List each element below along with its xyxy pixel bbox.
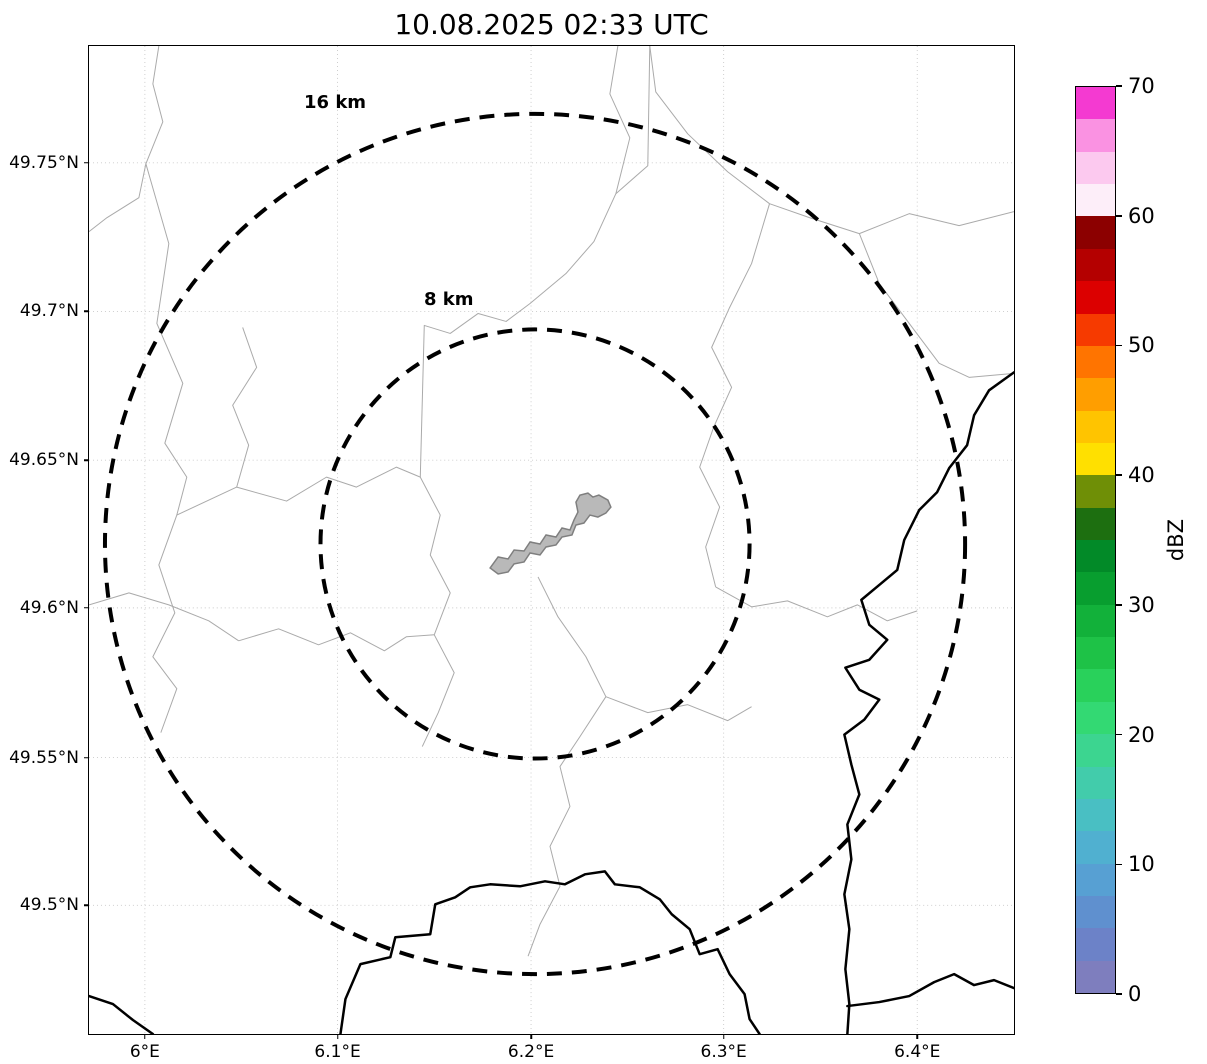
x-tick-label: 6°E bbox=[129, 1042, 160, 1062]
colorbar-tick-label: 40 bbox=[1128, 463, 1155, 488]
colorbar-segment bbox=[1076, 669, 1115, 702]
border-southeast bbox=[846, 972, 1014, 1008]
colorbar-tick: 70 bbox=[1116, 74, 1155, 98]
x-tick-mark bbox=[916, 1034, 918, 1039]
range-ring-8km bbox=[318, 327, 752, 761]
border-east bbox=[843, 371, 1014, 1034]
border-south bbox=[339, 870, 761, 1034]
colorbar-tick-mark bbox=[1116, 85, 1122, 87]
colorbar-tick: 50 bbox=[1116, 333, 1155, 357]
x-tick-mark bbox=[336, 1034, 339, 1039]
x-tick-mark bbox=[530, 1034, 532, 1039]
colorbar-ticks: 0 10 20 30 40 50 60 70 bbox=[1116, 74, 1196, 1006]
colorbar-tick-label: 20 bbox=[1128, 722, 1155, 747]
range-ring-label-8km: 8 km bbox=[424, 289, 474, 310]
colorbar-segment bbox=[1076, 863, 1115, 896]
colorbar-segment bbox=[1076, 637, 1115, 670]
x-tick-label: 6.4°E bbox=[894, 1042, 941, 1062]
colorbar-tick-mark bbox=[1116, 604, 1122, 606]
colorbar-segment bbox=[1076, 895, 1115, 929]
colorbar-segment bbox=[1076, 313, 1115, 346]
y-tick-label: 49.7°N bbox=[19, 301, 79, 322]
colorbar-segment bbox=[1076, 442, 1115, 476]
y-tick-label: 49.6°N bbox=[19, 597, 79, 618]
colorbar-tick: 30 bbox=[1116, 593, 1155, 617]
colorbar-segment bbox=[1076, 151, 1115, 185]
colorbar-tick-label: 50 bbox=[1128, 333, 1155, 358]
x-tick-label: 6.1°E bbox=[314, 1042, 361, 1062]
colorbar-segment bbox=[1076, 798, 1115, 832]
colorbar-segment bbox=[1076, 540, 1115, 573]
colorbar-tick: 40 bbox=[1116, 463, 1155, 487]
colorbar-segment bbox=[1076, 507, 1115, 541]
border-southwest bbox=[89, 994, 155, 1034]
range-ring-16km bbox=[102, 111, 968, 977]
range-rings bbox=[102, 111, 968, 977]
colorbar-segment bbox=[1076, 410, 1115, 443]
colorbar-segment bbox=[1076, 701, 1115, 735]
colorbar-segment bbox=[1076, 216, 1115, 249]
colorbar-tick: 0 bbox=[1116, 982, 1141, 1006]
colorbar-tick-mark bbox=[1116, 863, 1122, 866]
colorbar-tick-label: 30 bbox=[1128, 592, 1155, 617]
figure-title: 10.08.2025 02:33 UTC bbox=[394, 8, 709, 41]
city-area-shape bbox=[489, 492, 612, 575]
colorbar-segment bbox=[1076, 604, 1115, 638]
colorbar-tick: 10 bbox=[1116, 852, 1155, 876]
range-ring-label-16km: 16 km bbox=[304, 92, 367, 113]
country-border-lines bbox=[89, 371, 1014, 1034]
colorbar-segment bbox=[1076, 831, 1115, 864]
colorbar-segment bbox=[1076, 345, 1115, 379]
colorbar: 0 10 20 30 40 50 60 70 dBZ bbox=[1075, 74, 1188, 1006]
colorbar-tick-label: 60 bbox=[1128, 203, 1155, 228]
colorbar-segment bbox=[1076, 281, 1115, 314]
colorbar-tick-label: 70 bbox=[1128, 74, 1155, 98]
admin-boundary-lines bbox=[89, 46, 1014, 957]
x-tick-mark bbox=[144, 1034, 146, 1039]
colorbar-segment bbox=[1076, 928, 1115, 961]
colorbar-label: dBZ bbox=[1164, 518, 1188, 562]
colorbar-tick-mark bbox=[1116, 344, 1122, 347]
x-tick-mark bbox=[722, 1034, 725, 1039]
y-tick-label: 49.65°N bbox=[9, 450, 79, 471]
grid-lines bbox=[89, 46, 1014, 1034]
y-tick-label: 49.5°N bbox=[19, 895, 79, 916]
colorbar-segment bbox=[1076, 572, 1115, 605]
colorbar-tick-mark bbox=[1116, 733, 1122, 736]
colorbar-segment bbox=[1076, 119, 1115, 152]
colorbar-segment bbox=[1076, 378, 1115, 411]
map-plot: 16 km 8 km 6°E 6.1°E 6.2°E 6.3°E 6.4°E 49.75… bbox=[9, 45, 1015, 1062]
colorbar-segment bbox=[1076, 766, 1115, 799]
colorbar-segment bbox=[1076, 960, 1115, 994]
colorbar-tick-label: 10 bbox=[1128, 852, 1155, 877]
colorbar-segment bbox=[1076, 734, 1115, 767]
colorbar-gradient bbox=[1075, 86, 1116, 994]
colorbar-tick: 60 bbox=[1116, 204, 1155, 228]
colorbar-tick-label: 0 bbox=[1128, 982, 1142, 1006]
colorbar-tick-mark bbox=[1116, 474, 1122, 476]
colorbar-tick-mark bbox=[1116, 993, 1122, 995]
x-tick-label: 6.2°E bbox=[507, 1042, 555, 1062]
colorbar-segment bbox=[1076, 248, 1115, 282]
colorbar-segment bbox=[1076, 87, 1115, 120]
map-canvas bbox=[89, 46, 1014, 1034]
colorbar-tick: 20 bbox=[1116, 723, 1155, 747]
colorbar-tick-mark bbox=[1116, 214, 1122, 217]
y-tick-label: 49.55°N bbox=[9, 747, 79, 768]
x-tick-label: 6.3°E bbox=[700, 1042, 747, 1062]
y-tick-label: 49.75°N bbox=[9, 152, 79, 173]
colorbar-segment bbox=[1076, 184, 1115, 217]
colorbar-segment bbox=[1076, 475, 1115, 508]
